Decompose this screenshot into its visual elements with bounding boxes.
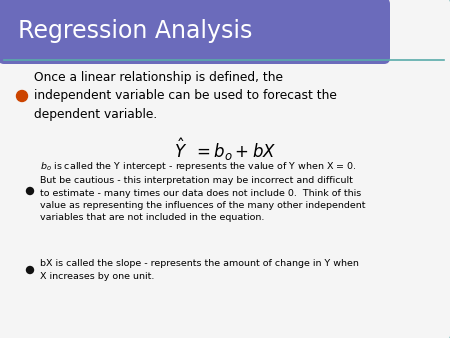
Circle shape <box>27 266 33 273</box>
Circle shape <box>17 91 27 101</box>
Text: Regression Analysis: Regression Analysis <box>18 19 252 43</box>
Text: Once a linear relationship is defined, the
independent variable can be used to f: Once a linear relationship is defined, t… <box>34 71 337 121</box>
FancyBboxPatch shape <box>0 0 390 64</box>
Circle shape <box>27 188 33 194</box>
Text: bX is called the slope - represents the amount of change in Y when
X increases b: bX is called the slope - represents the … <box>40 260 359 281</box>
Text: $\hat{Y}\;\; = b_o + bX$: $\hat{Y}\;\; = b_o + bX$ <box>174 137 276 163</box>
Text: $b_o$ is called the Y intercept - represents the value of Y when X = 0.
But be c: $b_o$ is called the Y intercept - repres… <box>40 160 365 222</box>
